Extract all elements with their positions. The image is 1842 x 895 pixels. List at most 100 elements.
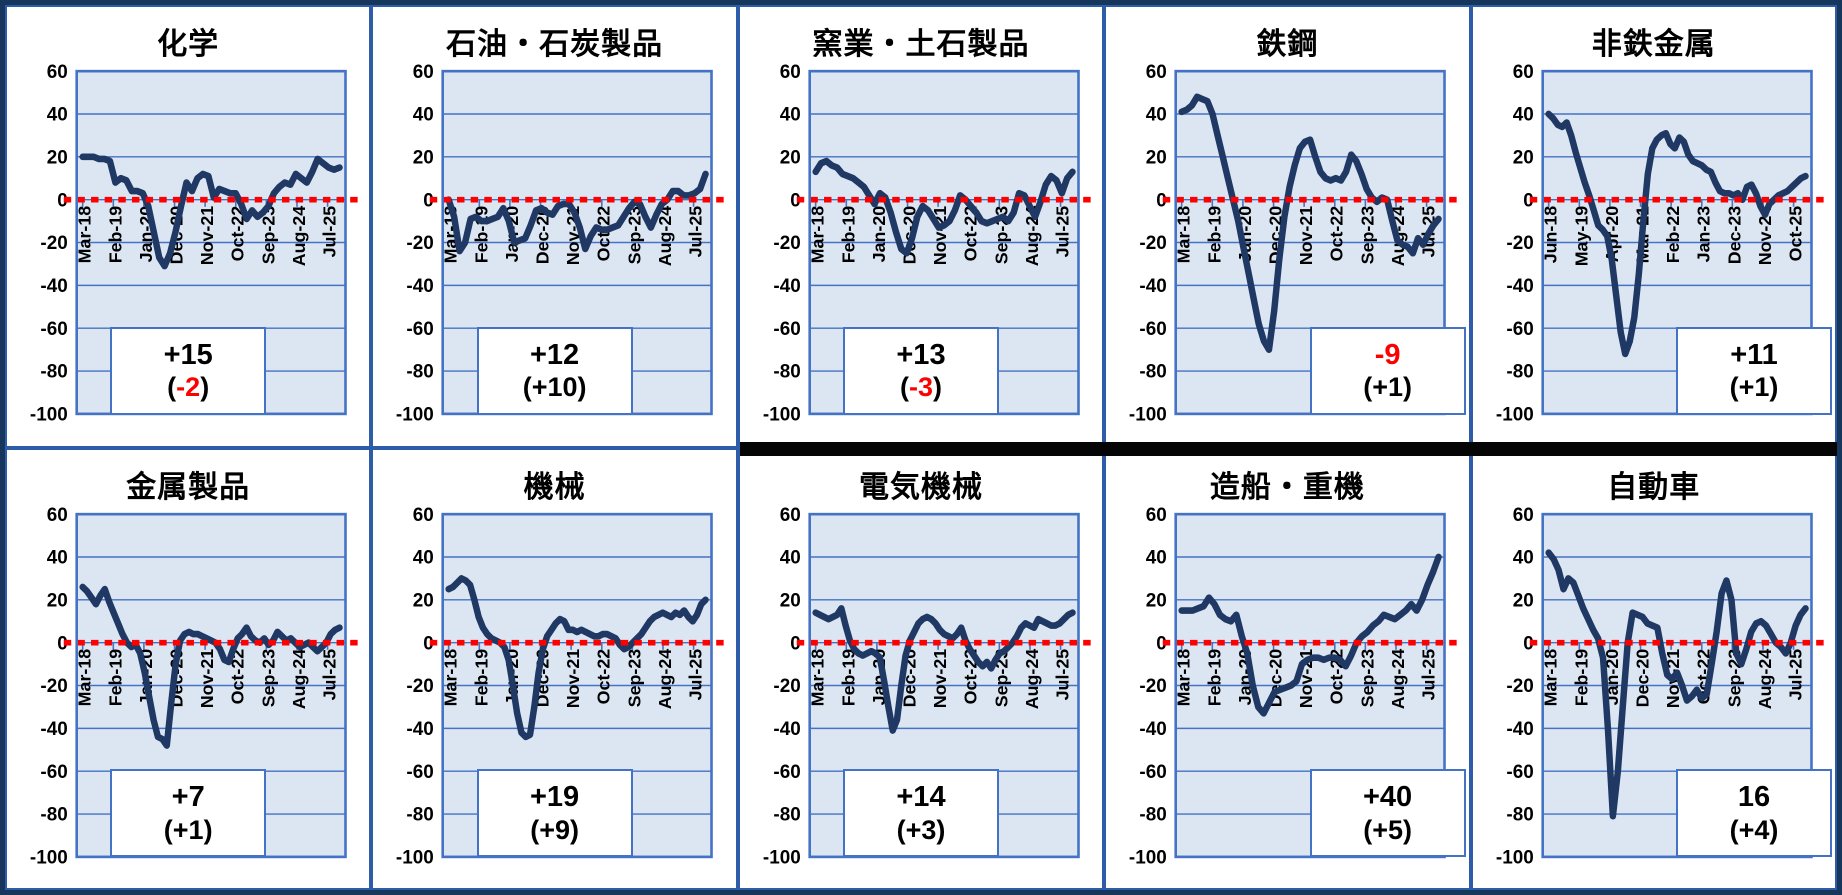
svg-text:Nov-21: Nov-21 xyxy=(1296,206,1316,266)
svg-text:Sep-23: Sep-23 xyxy=(1358,648,1378,707)
svg-text:Sep-23: Sep-23 xyxy=(259,648,279,707)
chart-title: 自動車 xyxy=(1607,470,1701,504)
annotation-change: (+1) xyxy=(164,815,213,846)
svg-text:-40: -40 xyxy=(407,276,434,297)
svg-text:-100: -100 xyxy=(1129,404,1167,425)
svg-text:0: 0 xyxy=(1156,190,1167,211)
chart-title: 電気機械 xyxy=(858,470,983,504)
svg-text:-100: -100 xyxy=(396,404,434,425)
chart-card-3: 窯業・土石製品 60 40 20 0 -20 -40 -60 -80 -100 Mar-18 Feb… xyxy=(737,5,1105,448)
svg-text:-100: -100 xyxy=(763,404,801,425)
chart-title: 造船・重機 xyxy=(1209,470,1365,504)
paren-open: ( xyxy=(522,372,532,403)
svg-text:-80: -80 xyxy=(1140,361,1167,382)
paren-open: ( xyxy=(167,372,177,403)
svg-text:-20: -20 xyxy=(1506,233,1533,254)
svg-text:Oct-22: Oct-22 xyxy=(594,648,614,704)
row-divider-band xyxy=(740,442,1837,456)
annotation-box: +19 (+9) xyxy=(476,769,633,858)
svg-text:-20: -20 xyxy=(40,233,67,254)
annotation-box: +13 (-3) xyxy=(842,326,999,415)
annotation-change: (+5) xyxy=(1363,815,1412,846)
paren-close: ) xyxy=(200,372,210,403)
annotation-value: +7 xyxy=(171,781,205,814)
svg-text:-80: -80 xyxy=(773,804,800,825)
paren-open: ( xyxy=(899,372,909,403)
svg-text:-20: -20 xyxy=(1140,233,1167,254)
svg-text:Jul-25: Jul-25 xyxy=(686,648,706,700)
annotation-box: +40 (+5) xyxy=(1309,769,1466,858)
chart-title: 金属製品 xyxy=(126,470,251,504)
svg-text:-60: -60 xyxy=(407,761,434,782)
paren-close: ) xyxy=(936,814,946,845)
svg-text:Jul-25: Jul-25 xyxy=(686,206,706,258)
paren-close: ) xyxy=(1402,814,1412,845)
svg-text:Feb-19: Feb-19 xyxy=(838,206,858,264)
annotation-value: +40 xyxy=(1362,781,1413,814)
svg-text:Aug-24: Aug-24 xyxy=(1388,648,1408,709)
chart-title: 鉄鋼 xyxy=(1256,28,1319,61)
svg-text:Mar-18: Mar-18 xyxy=(1174,206,1194,264)
svg-text:-60: -60 xyxy=(40,761,67,782)
svg-text:-40: -40 xyxy=(40,276,67,297)
svg-text:May-19: May-19 xyxy=(1571,206,1591,267)
svg-text:20: 20 xyxy=(47,590,68,611)
svg-text:Sep-23: Sep-23 xyxy=(259,206,279,265)
chart-card-1: 化学 60 40 20 0 -20 -40 -60 -80 -100 Mar-18 Feb-19 Ja… xyxy=(5,5,372,448)
annotation-value: +13 xyxy=(896,338,946,371)
svg-text:-20: -20 xyxy=(407,675,434,696)
svg-text:60: 60 xyxy=(413,63,434,83)
chart-card-8: 電気機械 60 40 20 0 -20 -40 -60 -80 -100 Mar-18 Feb-19… xyxy=(737,447,1105,890)
chart-plot-area: 60 40 20 0 -20 -40 -60 -80 -100 Mar-18 Feb-19 Jan-2… xyxy=(7,63,369,446)
svg-text:-100: -100 xyxy=(1496,404,1534,425)
annotation-change: (+4) xyxy=(1730,815,1779,846)
svg-text:Mar-18: Mar-18 xyxy=(1174,648,1194,706)
annotation-change-value: -2 xyxy=(176,372,201,403)
svg-text:20: 20 xyxy=(47,147,68,168)
svg-text:-80: -80 xyxy=(40,361,67,382)
svg-text:Aug-24: Aug-24 xyxy=(656,206,676,267)
svg-text:20: 20 xyxy=(780,590,801,611)
svg-text:0: 0 xyxy=(790,633,801,654)
svg-text:20: 20 xyxy=(1512,590,1533,611)
annotation-change-value: -3 xyxy=(908,372,933,403)
svg-text:-20: -20 xyxy=(1140,675,1167,696)
annotation-box: +7 (+1) xyxy=(110,769,267,858)
paren-close: ) xyxy=(1769,372,1779,403)
svg-text:Jan-20: Jan-20 xyxy=(869,206,889,263)
svg-text:-20: -20 xyxy=(773,675,800,696)
chart-card-6: 金属製品 60 40 20 0 -20 -40 -60 -80 -100 Mar-18 Feb-19… xyxy=(5,447,372,890)
svg-text:-100: -100 xyxy=(396,847,434,868)
svg-text:Nov-21: Nov-21 xyxy=(197,648,217,708)
svg-text:-60: -60 xyxy=(773,761,800,782)
annotation-value: +19 xyxy=(529,781,580,814)
svg-text:Mar-18: Mar-18 xyxy=(808,206,828,264)
svg-text:40: 40 xyxy=(1146,547,1167,568)
svg-text:40: 40 xyxy=(47,104,68,125)
paren-close: ) xyxy=(1402,372,1412,403)
svg-text:Aug-24: Aug-24 xyxy=(289,206,309,267)
svg-text:Jul-25: Jul-25 xyxy=(1053,648,1073,700)
svg-text:Jul-25: Jul-25 xyxy=(320,648,340,700)
svg-text:Aug-24: Aug-24 xyxy=(289,648,309,709)
svg-text:-100: -100 xyxy=(30,404,68,425)
svg-text:60: 60 xyxy=(1146,506,1167,526)
chart-plot-area: 60 40 20 0 -20 -40 -60 -80 -100 Mar-18 Feb-19 Jan-2… xyxy=(1106,63,1468,446)
svg-text:-80: -80 xyxy=(773,361,800,382)
svg-text:60: 60 xyxy=(780,506,801,526)
svg-text:60: 60 xyxy=(413,506,434,526)
svg-text:-40: -40 xyxy=(773,276,800,297)
annotation-value: +11 xyxy=(1730,338,1778,371)
chart-card-5: 非鉄金属 60 40 20 0 -20 -40 -60 -80 -100 Jun-18 May-19… xyxy=(1470,5,1837,448)
svg-text:Jul-25: Jul-25 xyxy=(1785,648,1805,700)
svg-text:-40: -40 xyxy=(1506,276,1533,297)
chart-title: 石油・石炭製品 xyxy=(446,28,664,61)
annotation-box: +15 (-2) xyxy=(110,326,267,415)
chart-plot-area: 60 40 20 0 -20 -40 -60 -80 -100 Mar-18 Feb-19 Jan-2… xyxy=(740,63,1102,446)
svg-text:-80: -80 xyxy=(407,361,434,382)
svg-text:Oct-25: Oct-25 xyxy=(1785,206,1805,262)
svg-text:Oct-22: Oct-22 xyxy=(1327,206,1347,262)
svg-text:-100: -100 xyxy=(1496,847,1534,868)
svg-text:-80: -80 xyxy=(407,804,434,825)
chart-card-9: 造船・重機 60 40 20 0 -20 -40 -60 -80 -100 Mar-18 Feb-1… xyxy=(1104,447,1471,890)
